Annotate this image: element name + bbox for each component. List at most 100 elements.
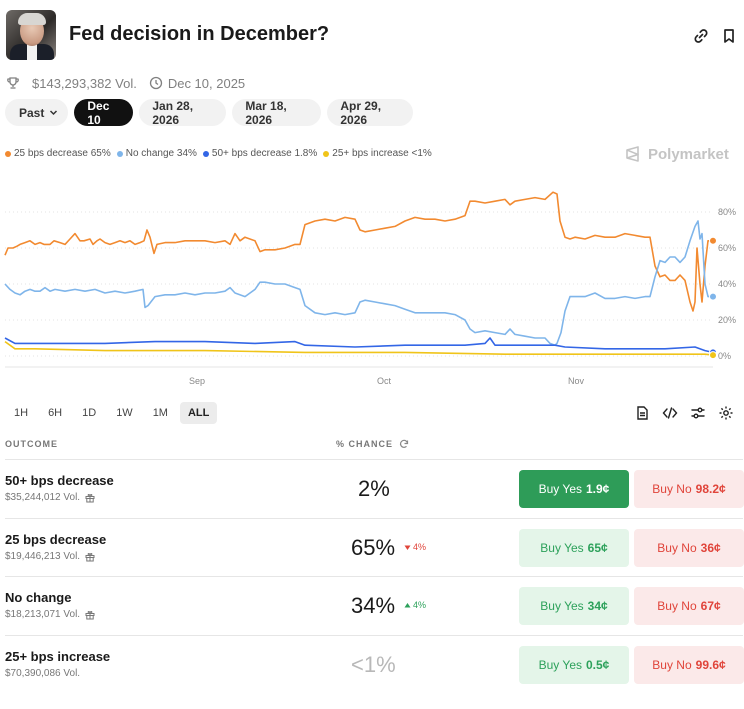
buy-no-label: Buy No (657, 541, 697, 555)
buy-yes-button[interactable]: Buy Yes 0.5¢ (519, 646, 629, 684)
buy-no-label: Buy No (652, 482, 692, 496)
outcome-row-25-bps-increase[interactable]: 25+ bps increase $70,390,086 Vol. <1% Bu… (5, 636, 744, 694)
buy-yes-price: 34¢ (587, 599, 608, 613)
chart-tools (634, 405, 734, 421)
buy-no-button[interactable]: Buy No 99.6¢ (634, 646, 744, 684)
refresh-icon[interactable] (399, 439, 409, 449)
page-title: Fed decision in December? (69, 23, 330, 45)
buy-no-price: 98.2¢ (695, 482, 726, 496)
divider (5, 518, 743, 519)
tab-jan-28-2026[interactable]: Jan 28, 2026 (139, 99, 227, 127)
legend-item: No change 34% (116, 148, 197, 159)
gift-icon (85, 610, 95, 619)
buy-yes-button[interactable]: Buy Yes 65¢ (519, 529, 629, 567)
series-endpoint-0 (709, 236, 717, 245)
past-label: Past (19, 105, 45, 120)
series-line-0 (4, 191, 713, 312)
series-line-2 (4, 337, 714, 354)
outcome-volume: $35,244,012 Vol. (5, 492, 95, 503)
outcome-row-25-bps-decrease[interactable]: 25 bps decrease $19,446,213 Vol. 65% 4% … (5, 519, 744, 577)
x-tick-label: Nov (568, 376, 585, 386)
tab-apr-29-2026[interactable]: Apr 29, 2026 (327, 99, 414, 127)
chance-change-down: 4% (404, 542, 426, 552)
outcome-name: 50+ bps decrease (5, 473, 114, 488)
outcomes-table-header: OUTCOME % CHANCE (5, 439, 743, 459)
y-tick-label: 80% (718, 207, 736, 217)
settings-gear-icon[interactable] (718, 405, 734, 421)
market-header: Fed decision in December? (6, 10, 738, 62)
range-1w[interactable]: 1W (116, 407, 133, 419)
range-all[interactable]: ALL (179, 402, 218, 424)
buy-yes-label: Buy Yes (540, 599, 584, 613)
buy-yes-price: 0.5¢ (586, 658, 610, 672)
time-range-selector: 1H 6H 1D 1W 1M ALL (6, 402, 218, 424)
buy-yes-button[interactable]: Buy Yes 1.9¢ (519, 470, 629, 508)
series-line-1 (4, 220, 713, 346)
chance-column-header: % CHANCE (336, 439, 409, 449)
legend-item: 25 bps decrease 65% (5, 148, 111, 159)
embed-code-icon[interactable] (662, 405, 678, 421)
divider (5, 576, 743, 577)
chance-change-value: 4% (413, 600, 427, 610)
end-date: Dec 10, 2025 (167, 75, 246, 91)
legend-dot (202, 150, 209, 157)
outcome-chance: 65% (351, 535, 396, 560)
sliders-icon[interactable] (690, 405, 706, 421)
document-icon[interactable] (634, 405, 650, 421)
avatar (6, 10, 56, 60)
legend-dot (5, 150, 11, 157)
series-endpoint-3 (709, 351, 717, 360)
legend-label: 50+ bps decrease 1.8% (211, 148, 318, 159)
chance-change-value: 4% (413, 542, 427, 552)
tab-mar-18-2026[interactable]: Mar 18, 2026 (232, 99, 322, 127)
legend-label: 25+ bps increase <1% (332, 148, 432, 159)
range-1d[interactable]: 1D (82, 407, 97, 419)
y-tick-label: 40% (718, 279, 736, 289)
past-dropdown[interactable]: Past (5, 99, 69, 126)
down-arrow-icon (404, 545, 411, 550)
y-tick-label: 0% (718, 351, 731, 361)
outcome-name: 25+ bps increase (5, 649, 111, 664)
range-1h[interactable]: 1H (14, 407, 29, 419)
tab-dec-10[interactable]: Dec 10 (74, 99, 134, 127)
gift-icon (85, 493, 95, 502)
y-tick-label: 60% (718, 243, 736, 253)
outcome-name: No change (5, 590, 72, 605)
market-meta: $143,293,382 Vol. Dec 10, 2025 (6, 75, 245, 91)
link-icon[interactable] (692, 27, 710, 45)
buy-yes-button[interactable]: Buy Yes 34¢ (519, 587, 629, 625)
outcome-volume-text: $70,390,086 Vol. (5, 668, 81, 679)
outcome-column-header: OUTCOME (5, 439, 58, 449)
bookmark-icon[interactable] (720, 27, 738, 45)
legend-item: 25+ bps increase <1% (323, 148, 432, 159)
range-1m[interactable]: 1M (152, 407, 168, 419)
buy-no-button[interactable]: Buy No 36¢ (634, 529, 744, 567)
buy-yes-label: Buy Yes (538, 482, 582, 496)
y-tick-label: 20% (718, 315, 736, 325)
up-arrow-icon (404, 602, 411, 607)
legend-item: 50+ bps decrease 1.8% (202, 148, 318, 159)
range-6h[interactable]: 6H (48, 407, 63, 419)
outcome-volume: $70,390,086 Vol. (5, 668, 80, 679)
buy-no-price: 36¢ (700, 541, 721, 555)
buy-no-label: Buy No (652, 658, 692, 672)
trophy-icon (6, 76, 20, 90)
legend-dot (323, 150, 330, 157)
buy-yes-price: 65¢ (587, 541, 608, 555)
buy-yes-label: Buy Yes (540, 541, 584, 555)
outcome-row-50-bps-decrease[interactable]: 50+ bps decrease $35,244,012 Vol. 2% Buy… (5, 460, 744, 518)
outcome-name: 25 bps decrease (5, 532, 107, 547)
buy-no-price: 67¢ (700, 599, 721, 613)
buy-no-button[interactable]: Buy No 98.2¢ (634, 470, 744, 508)
price-history-chart[interactable]: 80% 60% 40% 20% 0% Sep Oct Nov (0, 180, 744, 390)
legend-dot (116, 150, 123, 157)
buy-yes-label: Buy Yes (538, 658, 582, 672)
outcome-row-no-change[interactable]: No change $18,213,071 Vol. 34% 4% Buy Ye… (5, 577, 744, 635)
buy-no-price: 99.6¢ (695, 658, 726, 672)
buy-no-button[interactable]: Buy No 67¢ (634, 587, 744, 625)
divider (5, 459, 743, 460)
x-tick-label: Sep (189, 376, 205, 386)
buy-yes-price: 1.9¢ (586, 482, 610, 496)
chart-legend: 25 bps decrease 65% No change 34% 50+ bp… (5, 148, 438, 159)
gift-icon (85, 552, 95, 561)
